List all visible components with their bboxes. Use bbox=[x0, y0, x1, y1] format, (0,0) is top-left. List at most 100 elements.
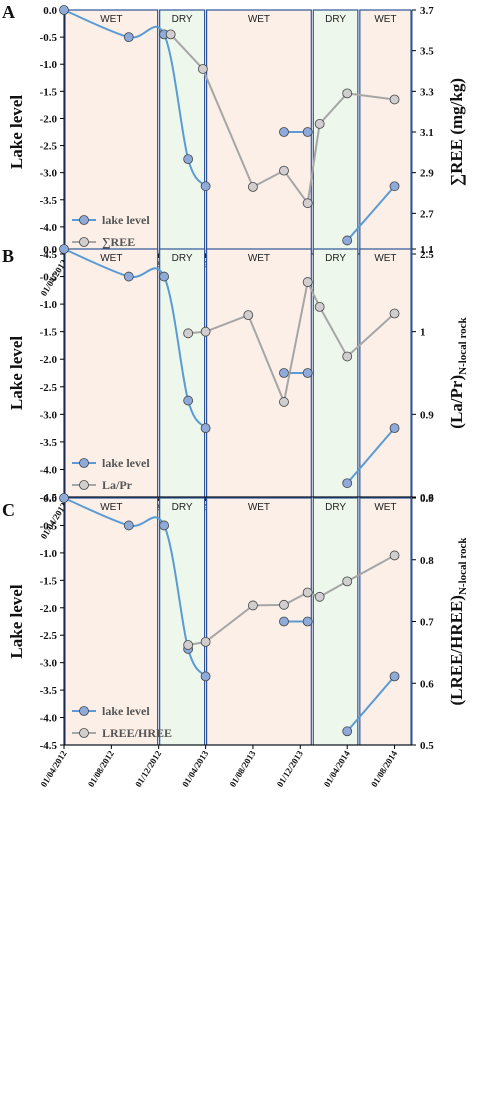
y-right-tick-label: 0.7 bbox=[420, 617, 434, 629]
y-left-tick-label: -0.5 bbox=[40, 520, 58, 532]
y-left-tick-label: -3.5 bbox=[40, 195, 58, 207]
y-left-tick-label: -2.0 bbox=[40, 354, 58, 366]
season-label: DRY bbox=[325, 14, 346, 25]
panel-label: A bbox=[2, 2, 15, 22]
panel-label: B bbox=[2, 246, 14, 266]
season-label: WET bbox=[100, 14, 122, 25]
lake-level-point bbox=[159, 520, 169, 531]
ratio-point bbox=[200, 636, 211, 647]
x-tick-label: 01/08/2012 bbox=[86, 748, 116, 788]
ratio-point bbox=[342, 576, 353, 587]
y-left-tick-label: -4.0 bbox=[40, 464, 58, 476]
legend-lake-swatch-marker bbox=[79, 458, 89, 468]
ratio-line bbox=[188, 278, 396, 406]
ratio-point bbox=[183, 640, 194, 650]
y-right-tick-label: 0.9 bbox=[420, 409, 434, 421]
lake-level-point bbox=[342, 235, 353, 246]
y-right-axis-title: ∑REE (mg/kg) bbox=[447, 78, 466, 186]
y-right-tick-label: 0.8 bbox=[420, 555, 434, 567]
legend-lake-label: lake level bbox=[102, 704, 150, 718]
ratio-point bbox=[197, 64, 208, 74]
lake-level-point bbox=[183, 154, 194, 165]
lake-level-point bbox=[389, 423, 400, 434]
x-tick-label: 01/04/2013 bbox=[180, 748, 210, 788]
y-left-tick-label: 0.0 bbox=[43, 5, 57, 17]
y-left-axis-title: Lake level bbox=[7, 584, 26, 658]
y-right-tick-label: 0.8 bbox=[420, 492, 434, 504]
legend-ratio-swatch-marker bbox=[79, 237, 89, 247]
lake-level-point bbox=[123, 271, 134, 282]
y-right-axis-title: (LREE/HREE)N-local rock bbox=[447, 537, 469, 706]
y-right-tick-label: 2.9 bbox=[420, 168, 434, 180]
y-left-tick-label: -4.5 bbox=[40, 492, 58, 504]
lake-level-point bbox=[200, 423, 211, 434]
ratio-point bbox=[279, 165, 289, 176]
y-right-tick-label: 3.1 bbox=[420, 127, 434, 139]
lake-level-point bbox=[342, 478, 353, 489]
season-band bbox=[64, 248, 159, 498]
y-left-tick-label: -1.5 bbox=[40, 575, 58, 587]
season-label: WET bbox=[100, 253, 122, 264]
y-right-tick-label: 1.1 bbox=[420, 244, 434, 256]
ratio-point bbox=[248, 600, 258, 611]
lake-level-point bbox=[302, 368, 313, 378]
lake-level-line bbox=[346, 427, 396, 484]
ratio-point bbox=[302, 277, 313, 287]
y-right-tick-label: 0.5 bbox=[420, 740, 434, 752]
y-left-tick-label: -4.0 bbox=[40, 222, 58, 234]
x-tick-label: 01/12/2013 bbox=[275, 748, 305, 788]
y-right-tick-label: 2.7 bbox=[420, 208, 434, 220]
ratio-point bbox=[243, 310, 254, 321]
y-left-tick-label: -2.5 bbox=[40, 630, 58, 642]
lake-level-point bbox=[389, 181, 400, 192]
lake-level-line bbox=[346, 185, 396, 242]
season-band bbox=[359, 248, 412, 498]
lake-level-point bbox=[59, 5, 69, 15]
ratio-point bbox=[200, 326, 211, 337]
y-left-tick-label: -2.0 bbox=[40, 113, 58, 125]
y-left-tick-label: -1.0 bbox=[40, 548, 58, 560]
season-label: WET bbox=[100, 502, 122, 513]
ratio-point bbox=[342, 351, 353, 362]
y-left-tick-label: -4.5 bbox=[40, 740, 58, 752]
season-label: WET bbox=[374, 502, 396, 513]
y-left-tick-label: -2.0 bbox=[40, 603, 58, 615]
legend-lake-label: lake level bbox=[102, 456, 150, 470]
lake-level-point bbox=[279, 127, 289, 137]
y-left-axis-title: Lake level bbox=[7, 336, 26, 410]
panel-label: C bbox=[2, 500, 15, 520]
lake-level-line bbox=[346, 675, 396, 732]
y-left-tick-label: -4.5 bbox=[40, 249, 58, 261]
y-left-tick-label: 0.0 bbox=[43, 244, 57, 256]
ratio-point bbox=[302, 198, 313, 209]
ratio-line bbox=[187, 554, 396, 646]
season-band bbox=[312, 248, 359, 498]
legend-ratio-label: LREE/HREE bbox=[102, 726, 172, 740]
season-label: WET bbox=[374, 253, 396, 264]
x-tick-label: 01/12/2012 bbox=[133, 748, 163, 788]
y-right-tick-label: 0.6 bbox=[420, 678, 434, 690]
y-left-tick-label: -0.5 bbox=[40, 32, 58, 44]
season-label: WET bbox=[374, 14, 396, 25]
y-right-tick-label: 3.5 bbox=[420, 46, 434, 58]
y-right-tick-label: 3.7 bbox=[420, 5, 434, 17]
ratio-point bbox=[279, 397, 289, 407]
season-label: WET bbox=[248, 14, 270, 25]
lake-level-point bbox=[123, 520, 134, 531]
lake-level-point bbox=[200, 671, 211, 682]
x-tick-label: 01/08/2013 bbox=[227, 748, 257, 788]
lake-level-point bbox=[159, 271, 169, 282]
lake-level-point bbox=[279, 368, 289, 378]
season-label: WET bbox=[248, 253, 270, 264]
ratio-point bbox=[279, 599, 289, 610]
y-right-tick-label: 3.3 bbox=[420, 86, 434, 98]
season-label: DRY bbox=[172, 502, 193, 513]
ratio-point bbox=[165, 29, 176, 40]
season-band bbox=[312, 497, 359, 746]
ratio-point bbox=[314, 301, 325, 312]
lake-level-point bbox=[302, 127, 313, 137]
x-tick-label: 01/04/2014 bbox=[322, 748, 352, 788]
y-right-tick-label: 1 bbox=[420, 327, 426, 339]
